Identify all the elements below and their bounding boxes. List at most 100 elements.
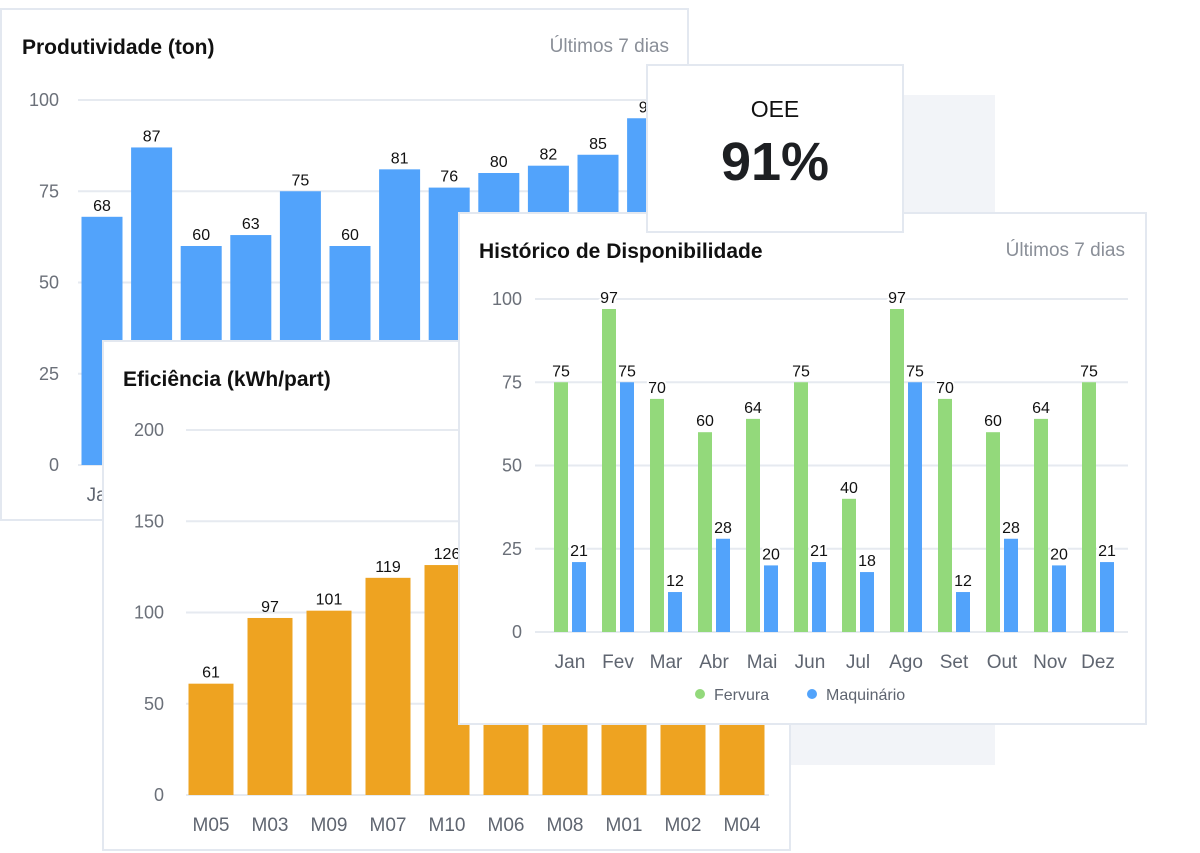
legend-label: Maquinário: [826, 687, 905, 704]
bar: [956, 592, 970, 632]
data-label: 60: [341, 227, 359, 244]
x-tick-label: Abr: [699, 652, 729, 673]
data-label: 82: [540, 147, 558, 164]
data-label: 28: [714, 520, 732, 537]
bar: [668, 592, 682, 632]
data-label: 85: [589, 136, 607, 153]
y-tick-label: 25: [39, 364, 59, 384]
bar: [764, 565, 778, 632]
bar: [716, 538, 730, 632]
bar: [938, 398, 952, 632]
availability-chart: 0 25 50 75 100 75 21 Jan 97 75 Fev 70 12 Mar 60 28 Abr 64…: [492, 288, 1128, 704]
bar: [247, 617, 293, 795]
x-tick-label: Set: [940, 652, 969, 673]
oee-card: OEE 91%: [646, 64, 904, 233]
x-tick-label: M09: [311, 815, 348, 836]
x-tick-label: Jul: [846, 652, 870, 673]
x-tick-label: Jun: [795, 652, 826, 673]
bar: [794, 382, 808, 632]
bar: [860, 572, 874, 632]
bar: [908, 382, 922, 632]
data-label: 81: [391, 150, 409, 167]
bar: [650, 398, 664, 632]
bar: [572, 562, 586, 632]
data-label: 20: [1050, 546, 1068, 563]
y-tick-label: 50: [502, 456, 522, 476]
y-tick-label: 100: [29, 90, 59, 110]
data-label: 28: [1002, 520, 1020, 537]
data-label: 61: [202, 665, 220, 682]
data-label: 126: [434, 546, 461, 563]
data-label: 64: [744, 400, 762, 417]
availability-card: Histórico de Disponibilidade Últimos 7 d…: [458, 212, 1147, 725]
y-tick-label: 0: [512, 622, 522, 642]
bar: [365, 577, 411, 795]
y-tick-label: 50: [39, 273, 59, 293]
x-tick-label: Dez: [1081, 652, 1115, 673]
data-label: 40: [840, 480, 858, 497]
data-label: 76: [440, 169, 458, 186]
y-tick-label: 100: [134, 603, 164, 623]
chart-title: Eficiência (kWh/part): [123, 368, 331, 391]
legend-marker: [807, 689, 817, 699]
x-tick-label: M07: [370, 815, 407, 836]
legend-marker: [695, 689, 705, 699]
x-tick-label: Ago: [889, 652, 923, 673]
y-tick-label: 75: [502, 372, 522, 392]
x-tick-label: M03: [252, 815, 289, 836]
chart-title: Produtividade (ton): [22, 36, 215, 59]
bar: [1034, 418, 1048, 632]
chart-title: Histórico de Disponibilidade: [479, 240, 763, 263]
y-tick-label: 50: [144, 694, 164, 714]
data-label: 60: [696, 413, 714, 430]
data-label: 75: [292, 172, 310, 189]
period-label: Últimos 7 dias: [1005, 240, 1125, 261]
legend-label: Fervura: [714, 687, 769, 704]
bar: [842, 498, 856, 632]
oee-value: 91%: [720, 132, 830, 192]
y-tick-label: 75: [39, 181, 59, 201]
bar: [1100, 562, 1114, 632]
data-label: 20: [762, 546, 780, 563]
y-tick-label: 0: [154, 785, 164, 805]
bar: [602, 308, 616, 632]
x-tick-label: Mar: [650, 652, 683, 673]
y-tick-label: 0: [49, 455, 59, 475]
x-tick-label: Fev: [602, 652, 634, 673]
y-tick-label: 200: [134, 420, 164, 440]
period-label: Últimos 7 dias: [549, 36, 669, 57]
data-label: 63: [242, 216, 260, 233]
bar: [890, 308, 904, 632]
data-label: 75: [552, 363, 570, 380]
bar: [698, 432, 712, 632]
data-label: 101: [316, 592, 343, 609]
data-label: 68: [93, 198, 111, 215]
x-tick-label: Jan: [555, 652, 586, 673]
data-label: 75: [792, 363, 810, 380]
data-label: 87: [143, 128, 161, 145]
data-label: 18: [858, 553, 876, 570]
bar: [1052, 565, 1066, 632]
data-label: 21: [1098, 543, 1116, 560]
bar: [812, 562, 826, 632]
data-label: 80: [490, 154, 508, 171]
data-label: 75: [618, 363, 636, 380]
data-label: 70: [936, 380, 954, 397]
data-label: 75: [1080, 363, 1098, 380]
bar: [1082, 382, 1096, 632]
x-tick-label: M06: [488, 815, 525, 836]
data-label: 97: [261, 599, 279, 616]
data-label: 119: [375, 559, 401, 576]
oee-label: OEE: [750, 96, 800, 122]
x-tick-label: Mai: [747, 652, 778, 673]
x-tick-label: M02: [665, 815, 702, 836]
bar: [986, 432, 1000, 632]
bar: [306, 610, 352, 795]
bar: [1004, 538, 1018, 632]
bar: [554, 382, 568, 632]
x-tick-label: Nov: [1033, 652, 1067, 673]
data-label: 64: [1032, 400, 1050, 417]
data-label: 97: [888, 290, 906, 307]
data-label: 97: [600, 290, 618, 307]
y-tick-label: 150: [134, 511, 164, 531]
